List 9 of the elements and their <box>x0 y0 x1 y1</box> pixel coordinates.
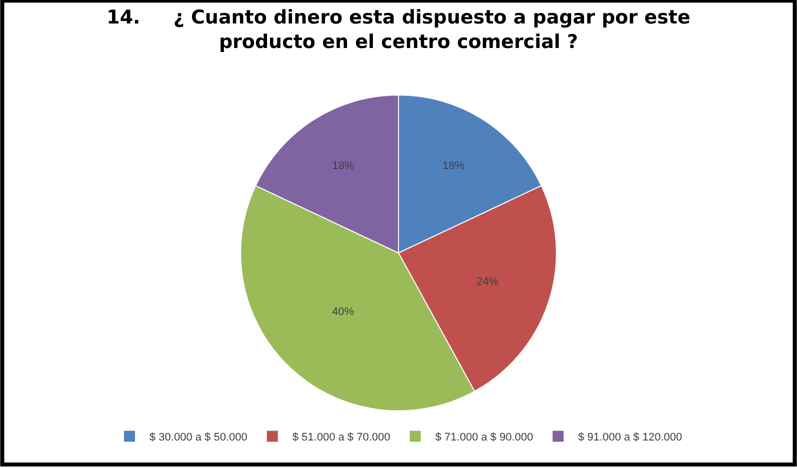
legend-label: $ 91.000 a $ 120.000 <box>578 432 682 444</box>
legend-label: $ 51.000 a $ 70.000 <box>292 432 390 444</box>
data-label: 18% <box>332 160 355 172</box>
data-label: 40% <box>332 306 354 318</box>
chart-title: 14. ¿ Cuanto dinero esta dispuesto a pagar por este producto en el centro comercial ? <box>106 6 690 54</box>
data-label: 18% <box>442 160 465 172</box>
legend-label: $ 71.000 a $ 90.000 <box>435 432 534 444</box>
data-label: 24% <box>476 276 499 288</box>
legend-label: $ 30.000 a $ 50.000 <box>150 432 248 444</box>
